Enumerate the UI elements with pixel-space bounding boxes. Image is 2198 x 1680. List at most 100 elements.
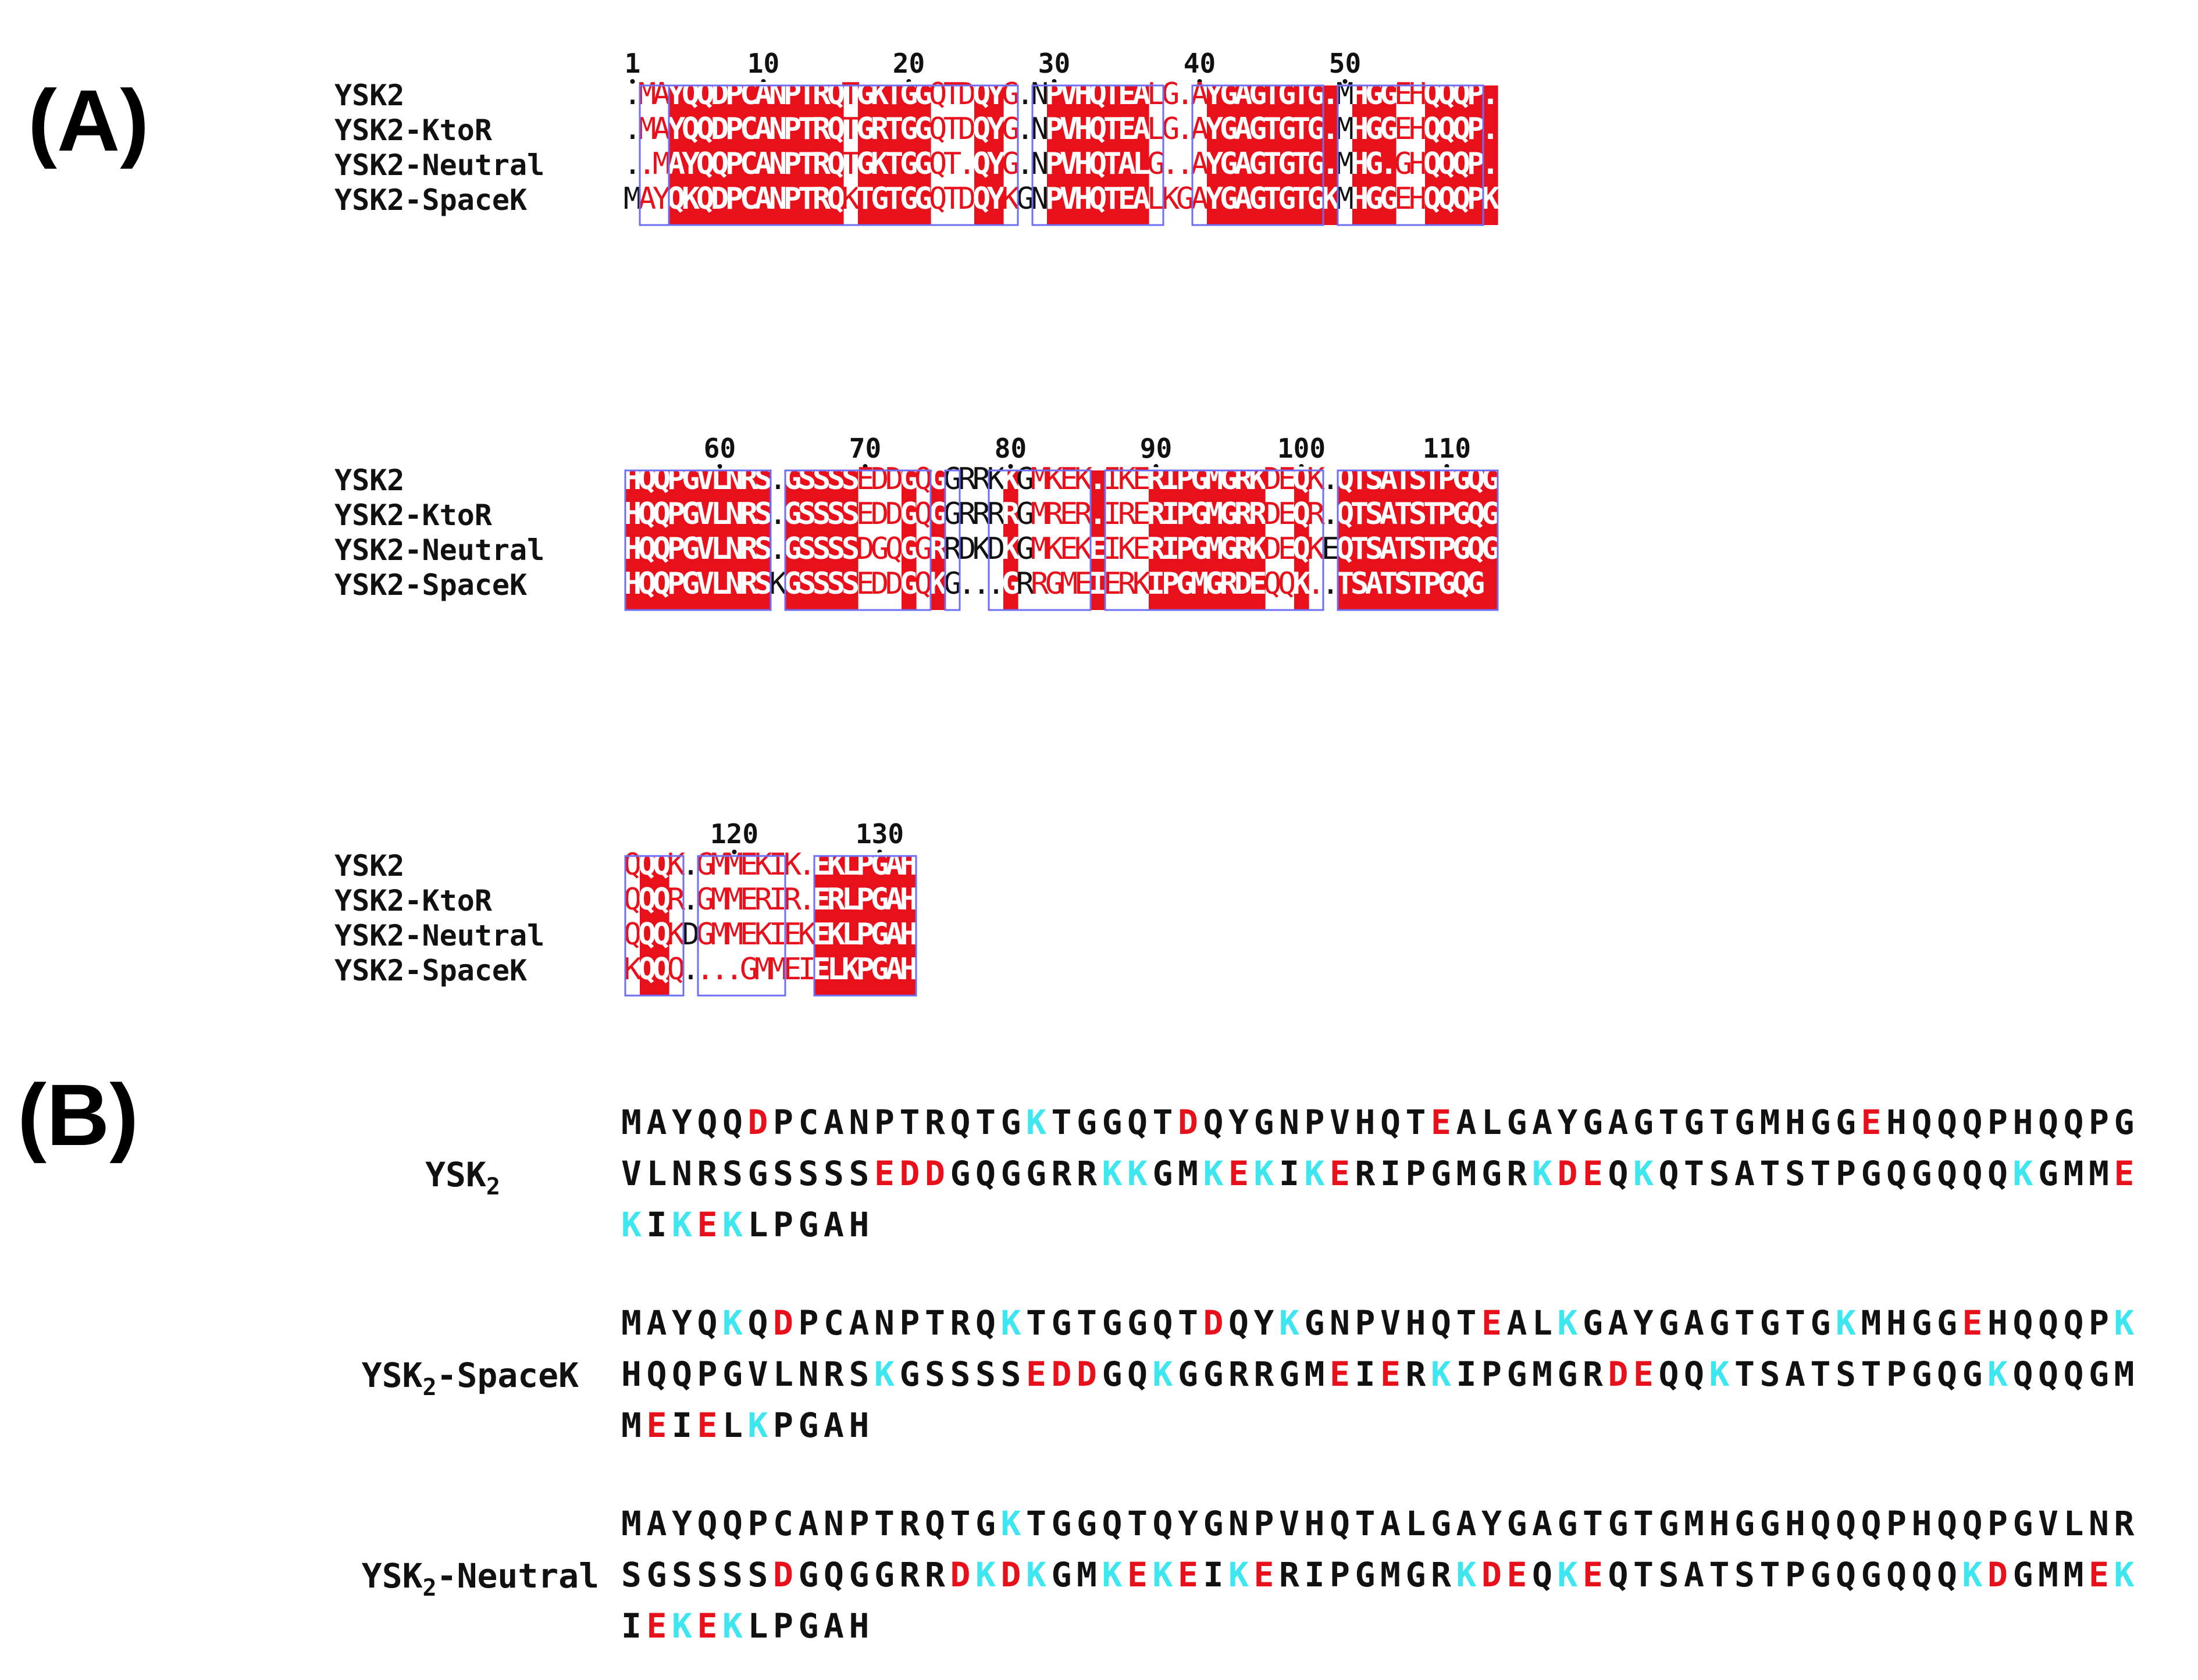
residue: G bbox=[849, 1555, 870, 1595]
conserved-column bbox=[800, 85, 815, 225]
residue: A bbox=[1191, 77, 1209, 112]
sequence-name: YSK2-Neutral bbox=[334, 148, 544, 182]
residue: Q bbox=[1937, 1154, 1957, 1193]
residue: G bbox=[914, 77, 932, 112]
residue: E bbox=[1278, 532, 1296, 566]
similarity-box bbox=[624, 469, 772, 611]
residue: T bbox=[1633, 1504, 1654, 1543]
residue: E bbox=[813, 917, 831, 952]
conserved-column bbox=[1047, 85, 1062, 225]
residue: S bbox=[842, 462, 860, 497]
residue: R bbox=[1228, 1354, 1249, 1394]
residue: H bbox=[1406, 1303, 1426, 1343]
residue: Q bbox=[929, 181, 947, 216]
residue: S bbox=[1836, 1354, 1856, 1394]
ruler-dot bbox=[732, 850, 737, 854]
ruler-number: 70 bbox=[849, 433, 881, 464]
residue: I bbox=[769, 847, 787, 882]
residue: M bbox=[1031, 497, 1049, 532]
residue: G bbox=[871, 847, 889, 882]
residue: D bbox=[925, 1154, 945, 1193]
residue: Y bbox=[987, 112, 1006, 147]
residue: G bbox=[748, 1154, 768, 1193]
residue: P bbox=[725, 147, 743, 181]
residue: E bbox=[1132, 462, 1150, 497]
residue: K bbox=[1481, 181, 1500, 216]
residue: L bbox=[748, 1606, 768, 1646]
residue: Q bbox=[1336, 462, 1354, 497]
residue: Q bbox=[711, 147, 729, 181]
residue: V bbox=[696, 497, 714, 532]
residue: T bbox=[885, 181, 903, 216]
conserved-column bbox=[683, 85, 699, 225]
residue: S bbox=[950, 1354, 971, 1394]
residue: P bbox=[1045, 77, 1063, 112]
residue: G bbox=[1220, 532, 1238, 566]
residue: H bbox=[1987, 1303, 2008, 1343]
residue: I bbox=[1456, 1354, 1477, 1394]
residue: V bbox=[1060, 181, 1078, 216]
residue: Y bbox=[987, 77, 1006, 112]
residue: G bbox=[1016, 532, 1034, 566]
residue: A bbox=[885, 952, 903, 987]
residue: Q bbox=[1153, 1303, 1173, 1343]
residue: R bbox=[813, 77, 831, 112]
residue: V bbox=[696, 532, 714, 566]
residue: E bbox=[1431, 1103, 1451, 1142]
sequence-name: YSK2 bbox=[334, 849, 404, 883]
residue: M bbox=[1336, 112, 1354, 147]
residue: H bbox=[1074, 77, 1092, 112]
residue: M bbox=[769, 952, 787, 987]
residue: L bbox=[1147, 77, 1165, 112]
residue: . bbox=[1176, 147, 1194, 181]
residue: G bbox=[929, 497, 947, 532]
residue: D bbox=[1001, 1555, 1021, 1595]
residue: H bbox=[624, 566, 642, 601]
residue: P bbox=[1467, 77, 1485, 112]
residue: Q bbox=[624, 917, 642, 952]
conserved-column bbox=[1294, 85, 1309, 225]
residue: R bbox=[925, 1555, 945, 1595]
residue: S bbox=[827, 566, 845, 601]
residue: Y bbox=[667, 112, 686, 147]
residue: M bbox=[1031, 462, 1049, 497]
residue: G bbox=[914, 532, 932, 566]
residue: G bbox=[1365, 77, 1383, 112]
residue: Q bbox=[748, 1303, 768, 1343]
residue: L bbox=[1147, 181, 1165, 216]
conserved-column bbox=[713, 470, 728, 610]
residue: R bbox=[1147, 532, 1166, 566]
residue: Q bbox=[1987, 1154, 2008, 1193]
residue: T bbox=[1292, 112, 1310, 147]
residue: A bbox=[824, 1205, 844, 1244]
residue: G bbox=[1452, 462, 1470, 497]
residue: M bbox=[1336, 77, 1354, 112]
residue: R bbox=[987, 497, 1006, 532]
residue: A bbox=[647, 1504, 667, 1543]
residue: Q bbox=[653, 462, 671, 497]
residue: E bbox=[1380, 1354, 1401, 1394]
residue: G bbox=[1394, 147, 1412, 181]
residue: E bbox=[697, 1606, 718, 1646]
residue: T bbox=[1760, 1555, 1780, 1595]
residue: . bbox=[1321, 497, 1340, 532]
sequence-name: YSK2-KtoR bbox=[334, 498, 493, 532]
residue: H bbox=[1409, 147, 1427, 181]
residue: E bbox=[1321, 532, 1340, 566]
residue: . bbox=[1089, 462, 1107, 497]
residue: L bbox=[842, 882, 860, 917]
residue: . bbox=[1481, 77, 1499, 112]
residue: A bbox=[799, 1504, 819, 1543]
residue: T bbox=[950, 1504, 971, 1543]
panel-a-label: (A) bbox=[28, 72, 149, 169]
residue: I bbox=[1103, 532, 1121, 566]
ruler-dot bbox=[906, 79, 911, 84]
conserved-column bbox=[1454, 85, 1469, 225]
residue: T bbox=[1127, 1504, 1148, 1543]
residue: P bbox=[849, 1504, 870, 1543]
residue: E bbox=[1228, 1154, 1249, 1193]
residue: Q bbox=[914, 566, 932, 601]
residue: K bbox=[1045, 462, 1064, 497]
conserved-column bbox=[640, 470, 655, 610]
residue: Y bbox=[672, 1103, 692, 1142]
